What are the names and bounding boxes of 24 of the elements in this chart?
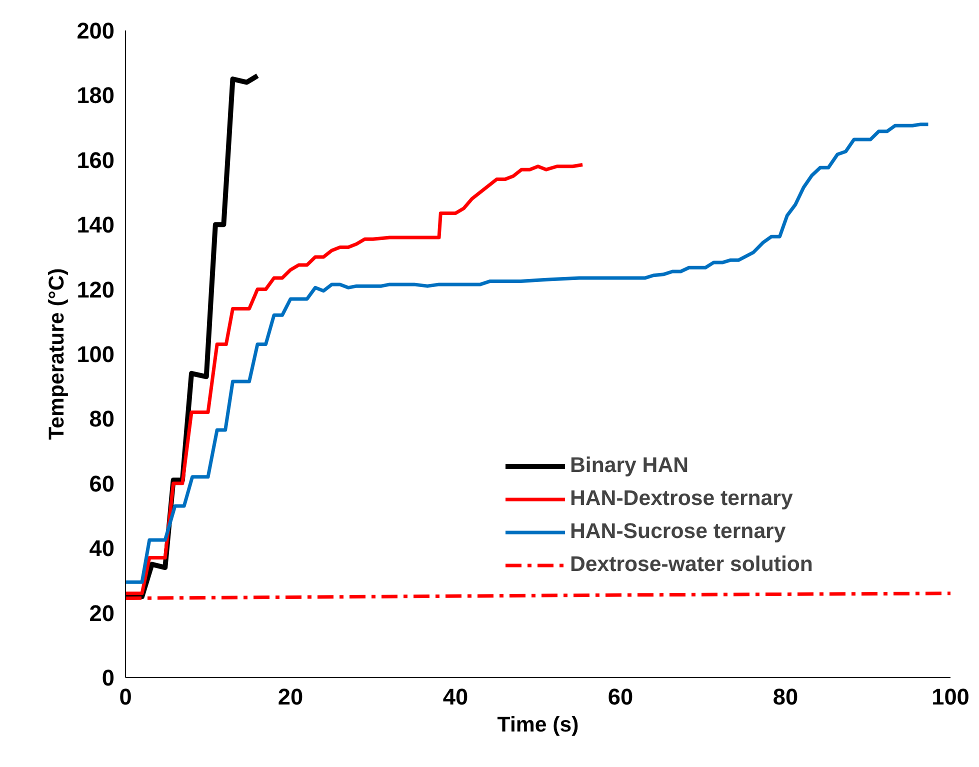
y-tick-label: 100 — [76, 341, 115, 367]
x-tick-label: 60 — [608, 684, 634, 710]
legend-label: HAN-Dextrose ternary — [570, 486, 793, 511]
x-tick-label: 20 — [278, 684, 304, 710]
legend-label: Binary HAN — [570, 453, 689, 478]
y-tick-label: 140 — [76, 212, 115, 238]
x-axis-title: Time (s) — [497, 712, 579, 736]
y-tick-label: 180 — [76, 82, 115, 108]
legend-label: Dextrose-water solution — [570, 552, 813, 577]
x-tick-label: 100 — [932, 684, 970, 710]
y-tick-label: 200 — [76, 18, 115, 44]
y-tick-label: 80 — [89, 406, 114, 432]
y-tick-label: 120 — [76, 276, 115, 302]
legend-label: HAN-Sucrose ternary — [570, 519, 786, 544]
y-tick-label: 20 — [89, 600, 114, 626]
y-tick-label: 60 — [89, 470, 114, 496]
y-axis-title: Temperature (°C) — [44, 268, 69, 440]
x-tick-label: 0 — [119, 684, 132, 710]
y-tick-label: 0 — [102, 664, 115, 690]
x-tick-label: 40 — [442, 684, 468, 710]
y-tick-label: 160 — [76, 146, 115, 173]
y-tick-label: 40 — [89, 535, 114, 562]
line-series — [126, 122, 930, 584]
x-tick-label: 80 — [772, 684, 798, 710]
